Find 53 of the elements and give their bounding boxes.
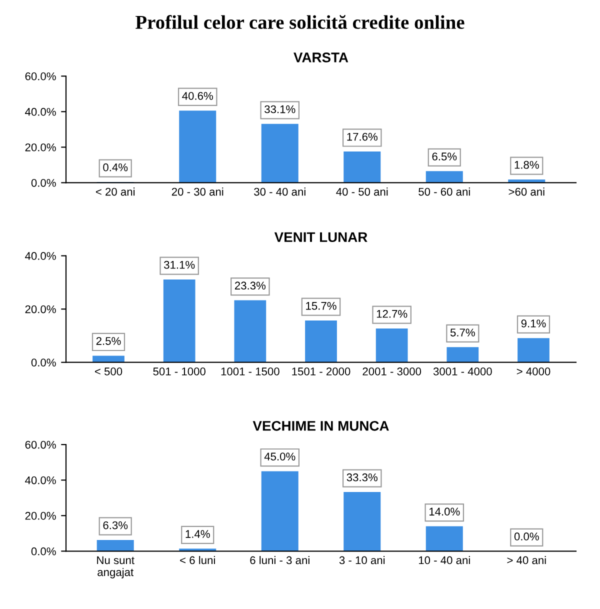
y-tick-label: 0.0% [31, 547, 56, 556]
y-tick-label: 0.0% [31, 358, 56, 366]
y-tick-label: 60.0% [25, 440, 56, 449]
data-label: 17.6% [347, 132, 378, 141]
x-tick-label: 40 - 50 ani [336, 188, 388, 196]
data-label: 31.1% [164, 260, 195, 269]
data-label: 33.1% [264, 105, 296, 114]
data-label: 9.1% [521, 320, 546, 328]
y-tick-label: 40.0% [25, 476, 56, 484]
y-tick-label: 40.0% [25, 108, 56, 116]
x-tick-label: Nu sunt angajat [97, 556, 134, 578]
y-tick-label: 60.0% [25, 72, 56, 80]
data-label: 0.4% [103, 163, 128, 172]
y-tick-label: 40.0% [25, 252, 56, 260]
x-tick-label: 1001 - 1500 [221, 368, 280, 376]
data-label: 6.3% [103, 521, 128, 530]
data-label: 45.0% [264, 452, 296, 460]
x-tick-label: 3001 - 4000 [433, 368, 492, 376]
data-label: 14.0% [429, 508, 460, 516]
x-tick-label: 3 - 10 ani [339, 556, 385, 564]
x-tick-label: 501 - 1000 [153, 368, 206, 376]
x-tick-label: 2001 - 3000 [362, 368, 422, 376]
x-tick-label: < 500 [94, 368, 122, 376]
x-tick-label: 30 - 40 ani [254, 188, 306, 196]
text: Profilul celor care solicită credite online [136, 15, 464, 29]
y-tick-label: 20.0% [25, 143, 56, 152]
data-label: 12.7% [376, 310, 408, 318]
data-label: 0.0% [514, 532, 539, 540]
x-tick-label: < 6 luni [180, 556, 215, 564]
x-tick-label: > 4000 [516, 368, 550, 376]
y-tick-label: 20.0% [25, 512, 56, 520]
x-tick-label: 1501 - 2000 [292, 368, 350, 376]
x-tick-label: 10 - 40 ani [418, 556, 470, 564]
data-label: 40.6% [182, 92, 213, 100]
data-label: 1.8% [514, 160, 539, 169]
y-tick-label: 0.0% [31, 178, 56, 187]
x-tick-label: 50 - 60 ani [418, 188, 470, 196]
data-label: 5.7% [450, 328, 475, 336]
data-label: 2.5% [96, 337, 121, 345]
data-label: 33.3% [346, 473, 378, 482]
data-label: 1.4% [186, 530, 210, 538]
x-tick-label: 6 luni - 3 ani [250, 556, 310, 564]
y-tick-label: 20.0% [25, 305, 56, 314]
data-label: 23.3% [234, 282, 266, 290]
x-tick-label: < 20 ani [96, 188, 135, 196]
data-label: 15.7% [306, 302, 336, 310]
x-tick-label: >60 ani [508, 188, 544, 196]
x-tick-label: > 40 ani [507, 556, 546, 564]
chart-title: VENIT LUNAR [274, 232, 368, 242]
data-label: 6.5% [432, 152, 457, 160]
chart-title: VECHIME IN MUNCA [252, 420, 389, 431]
chart-title: VARSTA [294, 52, 348, 62]
x-tick-label: 20 - 30 ani [172, 188, 224, 196]
